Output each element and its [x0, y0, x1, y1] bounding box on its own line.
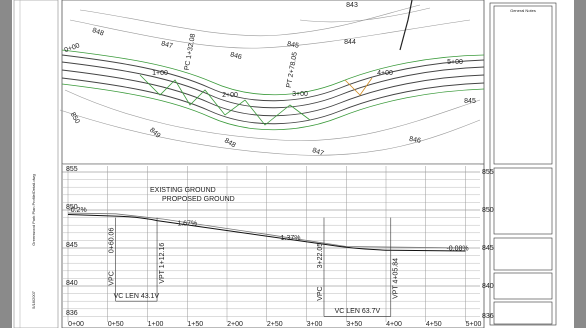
right-bar	[574, 0, 586, 328]
project-name: Greenwood Park Plan Profile/Detail.dwg	[31, 174, 36, 245]
elevation-label: 850	[66, 204, 78, 211]
vc-label: VPC	[317, 286, 324, 300]
grade-label: -0.2%	[68, 207, 86, 214]
callout: EXISTING GROUND	[150, 187, 216, 194]
contour-label: 847	[311, 147, 324, 158]
left-bar	[0, 0, 12, 328]
profile-station: 1+00	[148, 321, 164, 328]
plan-station: 1+00	[152, 70, 168, 77]
vc-label: VC LEN 43.1V	[114, 293, 160, 300]
sheet-date: 5/18/2007	[31, 290, 36, 309]
plan-station: 2+00	[222, 92, 238, 99]
elevation-label: 840	[66, 280, 78, 287]
plan-station: 3+00	[292, 91, 308, 98]
profile-station: 4+50	[426, 321, 442, 328]
elevation-label: 840	[482, 283, 494, 290]
contour-label: 846	[409, 136, 422, 145]
callout: PROPOSED GROUND	[162, 196, 235, 203]
plan-station: 4+00	[377, 70, 393, 77]
plan-station: 5+00	[447, 59, 463, 66]
vc-label: VPT 4+05.84	[393, 258, 400, 299]
contour-label: 845	[287, 41, 300, 50]
contours	[59, 4, 481, 156]
elevation-label: 845	[66, 242, 78, 249]
profile-station: 4+00	[386, 321, 402, 328]
contour-label: 849	[148, 127, 162, 140]
grade-label: -0.08%	[446, 246, 468, 253]
profile-station: 5+00	[466, 321, 482, 328]
vc-label: VPT 1+12.16	[159, 243, 166, 284]
sidebar	[13, 0, 59, 328]
contour-label: 845	[464, 98, 476, 105]
vc-label: 3+22.05	[317, 243, 324, 269]
profile-station: 2+50	[267, 321, 283, 328]
elevation-label: 836	[66, 310, 78, 317]
contour-label: 843	[346, 2, 358, 9]
profile-station: 0+50	[108, 321, 124, 328]
notes-title: General Notes	[510, 8, 536, 13]
profile-station: 3+50	[346, 321, 362, 328]
existing-ground	[67, 212, 466, 249]
road	[61, 54, 485, 125]
elevation-label: 855	[482, 169, 494, 176]
grading-lines	[61, 49, 485, 131]
grade-label: 1.67%	[177, 221, 197, 228]
profile-station: 2+00	[227, 321, 243, 328]
curve-label: PT 2+78.05	[286, 51, 299, 88]
elevation-label: 845	[482, 245, 494, 252]
contour-label: 848	[223, 137, 237, 149]
north-arrow	[399, 0, 413, 51]
contour-label: 848	[91, 27, 104, 38]
title-block	[489, 2, 557, 326]
elevation-label: 850	[482, 207, 494, 214]
contour-label: 846	[229, 51, 242, 61]
vc-label: VPC	[109, 271, 116, 285]
elevation-label: 855	[66, 166, 78, 173]
vc-label: 0+60.06	[109, 228, 116, 254]
profile-station: 1+50	[187, 321, 203, 328]
profile-station: 0+00	[68, 321, 84, 328]
curve-label: PC 1+32.08	[184, 33, 197, 71]
vc-label: VC LEN 63.7V	[335, 308, 381, 315]
profile-station: 3+00	[307, 321, 323, 328]
grade-label: 1.37%	[281, 235, 301, 242]
grading-lines-orange	[344, 77, 373, 96]
contour-label: 850	[69, 111, 81, 125]
contour-label: 844	[344, 39, 356, 46]
elevation-label: 836	[482, 313, 494, 320]
plan-station: 0+00	[64, 42, 81, 54]
contour-label: 847	[160, 40, 173, 50]
